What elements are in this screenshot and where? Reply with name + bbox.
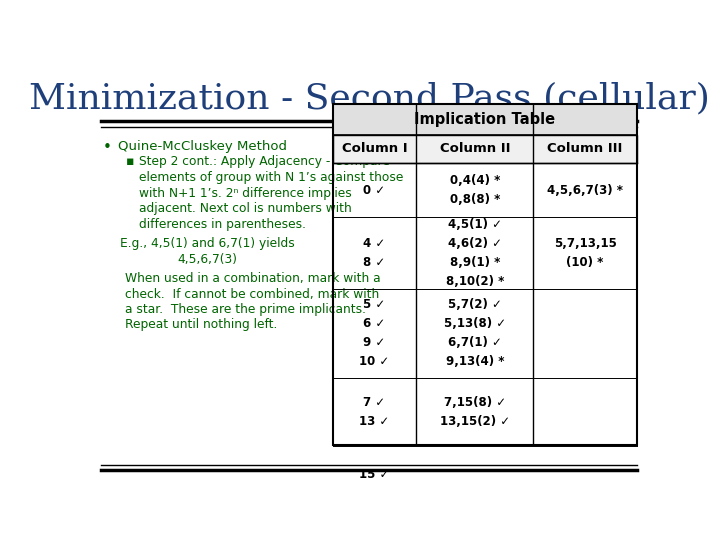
Text: 7,15(8) ✓
13,15(2) ✓: 7,15(8) ✓ 13,15(2) ✓ <box>440 396 510 428</box>
Text: Quine-McCluskey Method: Quine-McCluskey Method <box>118 140 287 153</box>
Text: check.  If cannot be combined, mark with: check. If cannot be combined, mark with <box>125 288 379 301</box>
Text: Minimization - Second Pass (cellular): Minimization - Second Pass (cellular) <box>29 82 709 116</box>
Text: Column III: Column III <box>547 143 623 156</box>
Text: 15 ✓: 15 ✓ <box>359 468 390 482</box>
Text: ▪: ▪ <box>126 155 135 168</box>
Text: 0 ✓: 0 ✓ <box>364 184 386 197</box>
Text: 7 ✓
13 ✓: 7 ✓ 13 ✓ <box>359 396 390 428</box>
Text: differences in parentheses.: differences in parentheses. <box>139 218 306 231</box>
Text: 4,5(1) ✓
4,6(2) ✓
8,9(1) *
8,10(2) *: 4,5(1) ✓ 4,6(2) ✓ 8,9(1) * 8,10(2) * <box>446 218 504 288</box>
Text: elements of group with N 1’s against those: elements of group with N 1’s against tho… <box>139 171 403 184</box>
Text: When used in a combination, mark with a: When used in a combination, mark with a <box>125 272 380 285</box>
Text: Step 2 cont.: Apply Adjacency - Compare: Step 2 cont.: Apply Adjacency - Compare <box>139 155 390 168</box>
Text: Implication Table: Implication Table <box>414 112 555 127</box>
Text: a star.  These are the prime implicants.: a star. These are the prime implicants. <box>125 303 366 316</box>
Text: 5,7(2) ✓
5,13(8) ✓
6,7(1) ✓
9,13(4) *: 5,7(2) ✓ 5,13(8) ✓ 6,7(1) ✓ 9,13(4) * <box>444 299 506 368</box>
Text: adjacent. Next col is numbers with: adjacent. Next col is numbers with <box>139 202 352 215</box>
Text: 5 ✓
6 ✓
9 ✓
10 ✓: 5 ✓ 6 ✓ 9 ✓ 10 ✓ <box>359 299 390 368</box>
Text: 4 ✓
8 ✓: 4 ✓ 8 ✓ <box>364 237 386 269</box>
Text: 4,5,6,7(3) *: 4,5,6,7(3) * <box>547 184 623 197</box>
Text: 4,5,6,7(3): 4,5,6,7(3) <box>177 253 237 266</box>
Bar <box>333 135 636 163</box>
Text: 5,7,13,15
(10) *: 5,7,13,15 (10) * <box>554 237 616 269</box>
Text: 0,4(4) *
0,8(8) *: 0,4(4) * 0,8(8) * <box>450 174 500 206</box>
Text: E.g., 4,5(1) and 6,7(1) yields: E.g., 4,5(1) and 6,7(1) yields <box>120 238 294 251</box>
Text: Column I: Column I <box>342 143 408 156</box>
Text: Repeat until nothing left.: Repeat until nothing left. <box>125 319 277 332</box>
Bar <box>333 104 636 135</box>
Text: •: • <box>102 140 111 154</box>
Text: with N+1 1’s. 2ⁿ difference implies: with N+1 1’s. 2ⁿ difference implies <box>139 187 352 200</box>
Text: Column II: Column II <box>440 143 510 156</box>
Bar <box>333 104 636 445</box>
